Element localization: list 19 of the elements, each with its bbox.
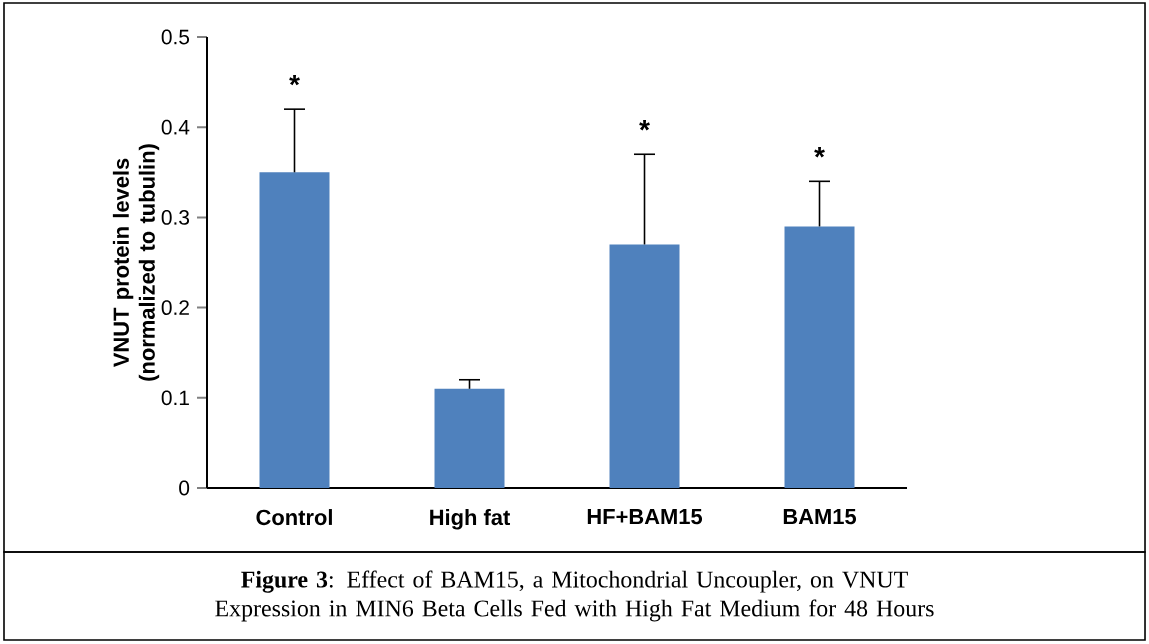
x-tick-label: Control	[256, 509, 332, 526]
bar	[609, 244, 680, 488]
x-tick-label: High fat	[430, 509, 511, 530]
annotation: *	[814, 147, 825, 158]
x-tick-label: BAM15	[783, 509, 857, 525]
y-tick-label: 0.2	[161, 300, 189, 316]
y-tick-label: 0.3	[161, 210, 190, 225]
bar	[434, 388, 505, 488]
bar	[259, 172, 330, 488]
bar	[784, 226, 855, 488]
y-tick-label: 0.1	[161, 390, 189, 406]
y-tick-label: 0	[179, 480, 190, 496]
y-tick-label: 0.5	[161, 29, 190, 45]
x-tick-label: HF+BAM15	[587, 509, 703, 525]
y-tick-label: 0.4	[161, 119, 190, 135]
annotation: *	[289, 74, 300, 86]
y-axis-title: VNUT protein levels (normalized to tubulin)	[112, 144, 160, 381]
text: Figure 3: Effect of BAM15, a Mitochondrial Uncoupler, on VNUT Expression in MIN6 Beta Cells Fed with High Fat Medium for 48 Hours	[215, 570, 934, 622]
annotation: *	[639, 120, 650, 131]
